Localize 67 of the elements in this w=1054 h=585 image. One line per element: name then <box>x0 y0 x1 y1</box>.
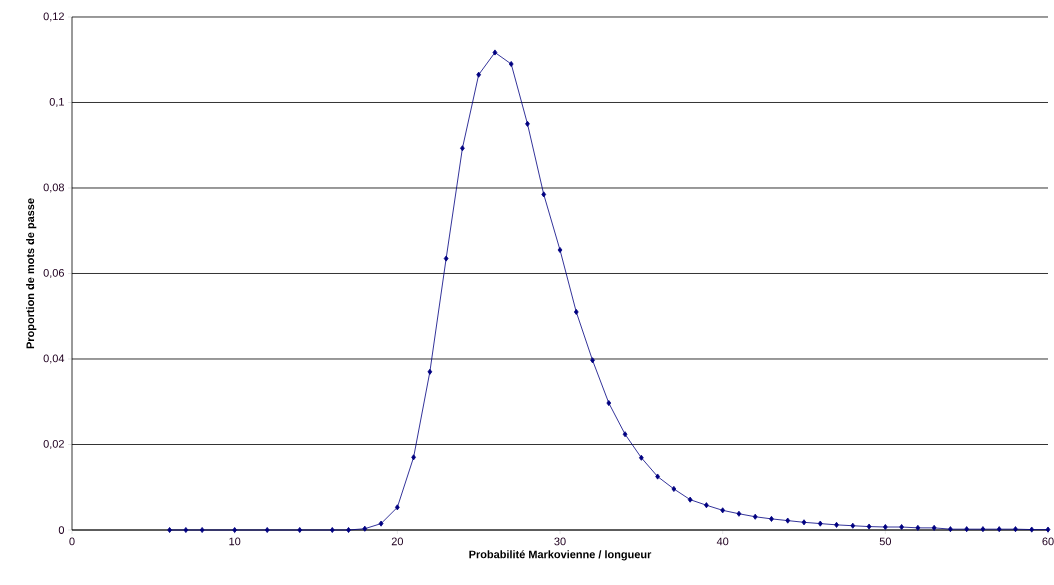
y-tick-label: 0,04 <box>43 354 65 364</box>
y-tick-label: 0,1 <box>49 97 64 108</box>
point <box>948 526 953 533</box>
point <box>817 520 823 527</box>
point <box>704 502 709 509</box>
point <box>411 454 416 461</box>
point <box>996 526 1002 533</box>
point <box>866 523 872 530</box>
point <box>362 525 368 532</box>
x-tick-label: 30 <box>554 537 566 546</box>
point <box>622 431 628 438</box>
x-tick-label: 40 <box>716 537 729 546</box>
point <box>443 255 449 262</box>
point <box>899 524 904 531</box>
point <box>736 510 742 517</box>
point <box>801 519 807 526</box>
point <box>427 368 433 375</box>
point <box>882 524 888 531</box>
x-tick-label: 20 <box>391 537 403 546</box>
point <box>573 308 579 315</box>
point <box>557 246 563 253</box>
point <box>492 49 498 56</box>
point <box>183 527 189 533</box>
point <box>525 120 530 127</box>
y-tick-label: 0,12 <box>43 12 64 22</box>
point <box>915 524 921 531</box>
point <box>394 504 400 511</box>
point <box>850 522 856 529</box>
point <box>606 400 612 407</box>
point <box>346 527 351 533</box>
point <box>508 61 514 68</box>
point <box>834 521 839 528</box>
y-axis-title: Proportion de mots de passe <box>26 198 37 349</box>
point <box>167 527 172 533</box>
y-tick-label: 0,06 <box>43 268 64 279</box>
point <box>232 527 238 533</box>
point <box>687 496 693 503</box>
point <box>752 513 758 520</box>
point <box>980 526 986 533</box>
point <box>720 507 726 514</box>
point <box>638 454 644 461</box>
point <box>1029 526 1035 533</box>
point <box>671 485 677 492</box>
point <box>297 527 303 533</box>
point <box>1013 526 1018 533</box>
point <box>964 526 970 533</box>
point <box>199 527 205 533</box>
point <box>590 357 595 364</box>
point <box>476 71 482 78</box>
point <box>329 527 335 533</box>
point <box>655 473 660 480</box>
point <box>931 524 937 531</box>
y-tick-label: 0,08 <box>43 183 64 193</box>
point <box>785 517 791 524</box>
y-tick-label: 0 <box>58 526 65 534</box>
point <box>460 145 465 152</box>
x-tick-label: 10 <box>229 537 241 546</box>
point <box>769 515 774 522</box>
point <box>264 527 270 533</box>
x-axis-title: Probabilité Markovienne / longueur <box>469 550 652 561</box>
point <box>378 520 384 527</box>
y-tick-label: 0,02 <box>43 439 64 450</box>
x-tick-label: 60 <box>1042 537 1054 546</box>
x-tick-label: 0 <box>69 537 75 546</box>
point <box>541 191 547 198</box>
x-tick-label: 50 <box>879 537 891 546</box>
point <box>1045 526 1051 533</box>
